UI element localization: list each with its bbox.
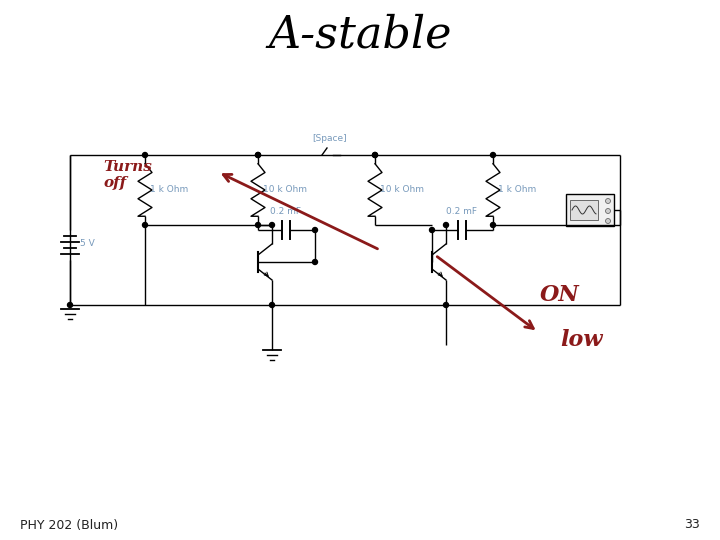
Circle shape (430, 227, 434, 233)
Circle shape (143, 152, 148, 158)
Circle shape (269, 302, 274, 307)
Circle shape (490, 152, 495, 158)
Circle shape (372, 152, 377, 158)
Circle shape (444, 302, 449, 307)
Text: Turns
off: Turns off (103, 160, 152, 190)
Text: [Space]: [Space] (312, 134, 347, 143)
Circle shape (256, 152, 261, 158)
Circle shape (372, 152, 377, 158)
Circle shape (68, 302, 73, 307)
Text: 1 k Ohm: 1 k Ohm (150, 186, 188, 194)
Text: 10 k Ohm: 10 k Ohm (263, 186, 307, 194)
Text: 10 k Ohm: 10 k Ohm (380, 186, 424, 194)
Text: 33: 33 (684, 518, 700, 531)
Circle shape (143, 222, 148, 227)
Circle shape (606, 208, 611, 213)
Text: low: low (560, 329, 603, 351)
Text: 1 k Ohm: 1 k Ohm (498, 186, 536, 194)
Circle shape (490, 222, 495, 227)
Text: 0.2 mF: 0.2 mF (271, 207, 302, 216)
Text: ON: ON (540, 284, 580, 306)
Circle shape (256, 222, 261, 227)
Text: A-stable: A-stable (269, 14, 451, 57)
Circle shape (312, 227, 318, 233)
Circle shape (606, 199, 611, 204)
Circle shape (256, 152, 261, 158)
Circle shape (606, 219, 611, 224)
Circle shape (312, 260, 318, 265)
Bar (566, 194, 614, 226)
Bar (570, 200, 598, 220)
Text: PHY 202 (Blum): PHY 202 (Blum) (20, 518, 118, 531)
Text: 5 V: 5 V (80, 240, 95, 248)
Circle shape (269, 222, 274, 227)
Circle shape (444, 222, 449, 227)
Text: 0.2 mF: 0.2 mF (446, 207, 477, 216)
